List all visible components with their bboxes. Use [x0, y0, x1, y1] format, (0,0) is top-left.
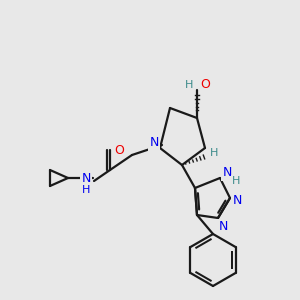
Text: H: H	[210, 148, 218, 158]
Text: N: N	[218, 220, 228, 232]
Text: H: H	[185, 80, 193, 90]
Text: H: H	[232, 176, 240, 186]
Text: N: N	[81, 172, 91, 185]
Text: O: O	[200, 79, 210, 92]
Text: N: N	[149, 136, 159, 149]
Text: O: O	[114, 143, 124, 157]
Text: N: N	[222, 167, 232, 179]
Text: N: N	[232, 194, 242, 206]
Text: H: H	[82, 185, 90, 195]
